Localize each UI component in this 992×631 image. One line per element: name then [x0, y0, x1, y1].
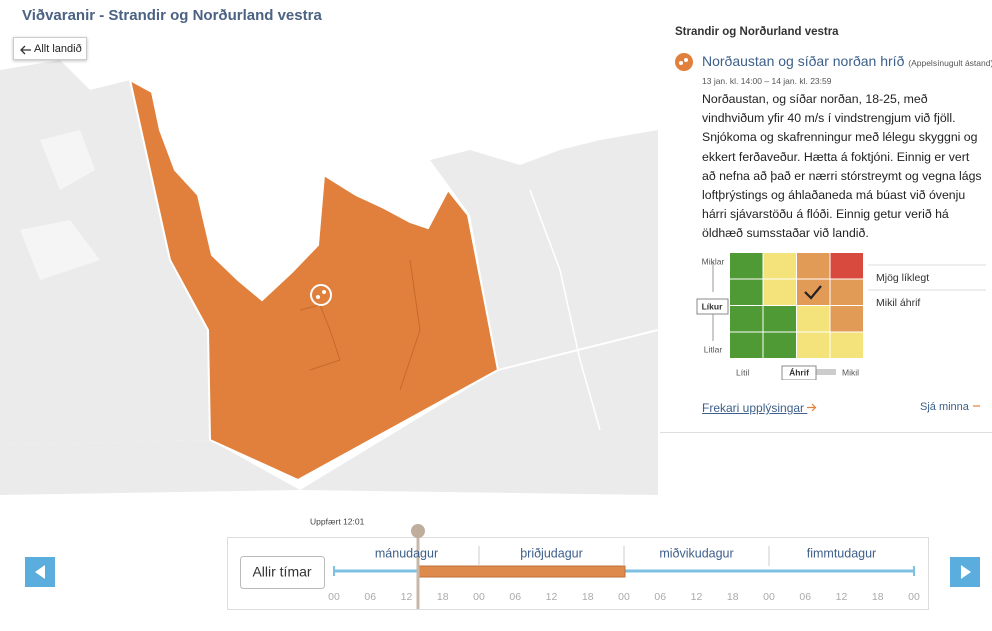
warning-period[interactable]: [417, 565, 626, 578]
matrix-cell: [797, 279, 830, 305]
map: [0, 30, 658, 495]
fjord: [190, 110, 262, 260]
hour-label: 00: [618, 591, 630, 603]
y-axis-label: Líkur: [702, 301, 723, 311]
y-axis-bottom: Litlar: [704, 344, 723, 354]
river: [529, 189, 601, 431]
region-title: Strandir og Norðurland vestra: [675, 26, 839, 38]
matrix-cell: [830, 332, 863, 358]
hour-label: 18: [727, 591, 739, 603]
day-label: þriðjudagur: [520, 546, 583, 560]
matrix-cell: [763, 332, 796, 358]
page-title: Viðvaranir - Strandir og Norðurland vest…: [22, 7, 322, 24]
hour-label: 00: [763, 591, 775, 603]
y-axis-top: Miklar: [702, 256, 725, 266]
see-less-link[interactable]: Sjá minna: [920, 401, 981, 413]
time-handle[interactable]: [411, 524, 425, 538]
hour-label: 00: [473, 591, 485, 603]
minus-icon: [972, 405, 980, 407]
hour-label: 06: [509, 591, 521, 603]
timeline: Uppfært 12:01 Allir tímar mánudagur þriðj…: [25, 516, 980, 610]
marker-icon: [316, 295, 320, 299]
more-info-label: Frekari upplýsingar: [702, 401, 805, 415]
river: [299, 304, 341, 371]
hour-label: 12: [836, 591, 848, 603]
matrix-cell: [730, 332, 763, 358]
matrix-cell: [797, 332, 830, 358]
arrow-left-icon: [20, 45, 31, 55]
matrix-cell: [730, 279, 763, 305]
legend-likelihood: Mjög líklegt: [876, 272, 929, 284]
x-axis-label: Áhrif: [789, 367, 809, 377]
all-times-label: Allir tímar: [252, 564, 311, 580]
x-axis-right: Mikil: [842, 367, 859, 377]
land: [20, 130, 100, 280]
matrix-cell: [730, 306, 763, 332]
hour-label: 12: [401, 591, 413, 603]
warning-marker[interactable]: [310, 284, 332, 306]
back-button-label: Allt landið: [34, 43, 82, 55]
prev-icon: [35, 565, 45, 579]
warning-level: (Appelsínugult ástand): [908, 58, 992, 68]
matrix-cell: [830, 279, 863, 305]
see-less-label: Sjá minna: [920, 401, 969, 413]
divider: [660, 432, 992, 433]
day-label: mánudagur: [375, 546, 438, 560]
marker-icon: [322, 290, 326, 294]
legend-impact: Mikil áhrif: [876, 297, 920, 309]
matrix-cell: [830, 253, 863, 279]
more-info-link[interactable]: Frekari upplýsingar: [702, 401, 817, 415]
hour-label: 18: [437, 591, 449, 603]
matrix-cell: [763, 253, 796, 279]
day-label: miðvikudagur: [659, 546, 733, 560]
day-label: fimmtudagur: [807, 546, 876, 560]
matrix-cell: [763, 279, 796, 305]
risk-matrix: Miklar Líkur Litlar Lítil Áhrif Mikil Mj…: [696, 253, 986, 380]
hour-label: 00: [908, 591, 920, 603]
arrow-right-icon: [807, 403, 817, 412]
back-button[interactable]: Allt landið: [13, 37, 87, 60]
check-mark: [804, 285, 822, 300]
hour-label: 12: [691, 591, 703, 603]
warning-text: Norðaustan, og síðar norðan, 18-25, með …: [702, 92, 982, 241]
land: [0, 440, 300, 495]
warning-title-row: Norðaustan og síðar norðan hríð (Appelsí…: [702, 53, 992, 69]
hour-label: 06: [364, 591, 376, 603]
matrix-cell: [797, 253, 830, 279]
matrix-cell: [763, 306, 796, 332]
all-times-button[interactable]: [240, 556, 325, 589]
x-axis-left: Lítil: [736, 367, 749, 377]
matrix-cell: [730, 253, 763, 279]
hour-label: 18: [872, 591, 884, 603]
warning-icon: [675, 53, 693, 71]
updated-label: Uppfært 12:01: [310, 516, 365, 526]
hour-label: 00: [328, 591, 340, 603]
next-icon: [961, 565, 971, 579]
hour-label: 06: [654, 591, 666, 603]
warning-region[interactable]: [128, 78, 500, 482]
warning-title[interactable]: Norðaustan og síðar norðan hríð: [702, 53, 905, 69]
land: [300, 130, 658, 495]
river: [399, 259, 421, 391]
hour-label: 18: [582, 591, 594, 603]
warning-time: 13 jan. kl. 14:00 – 14 jan. kl. 23:59: [702, 76, 832, 86]
hour-label: 06: [799, 591, 811, 603]
matrix-cell: [797, 306, 830, 332]
matrix-cell: [830, 306, 863, 332]
hour-label: 12: [546, 591, 558, 603]
